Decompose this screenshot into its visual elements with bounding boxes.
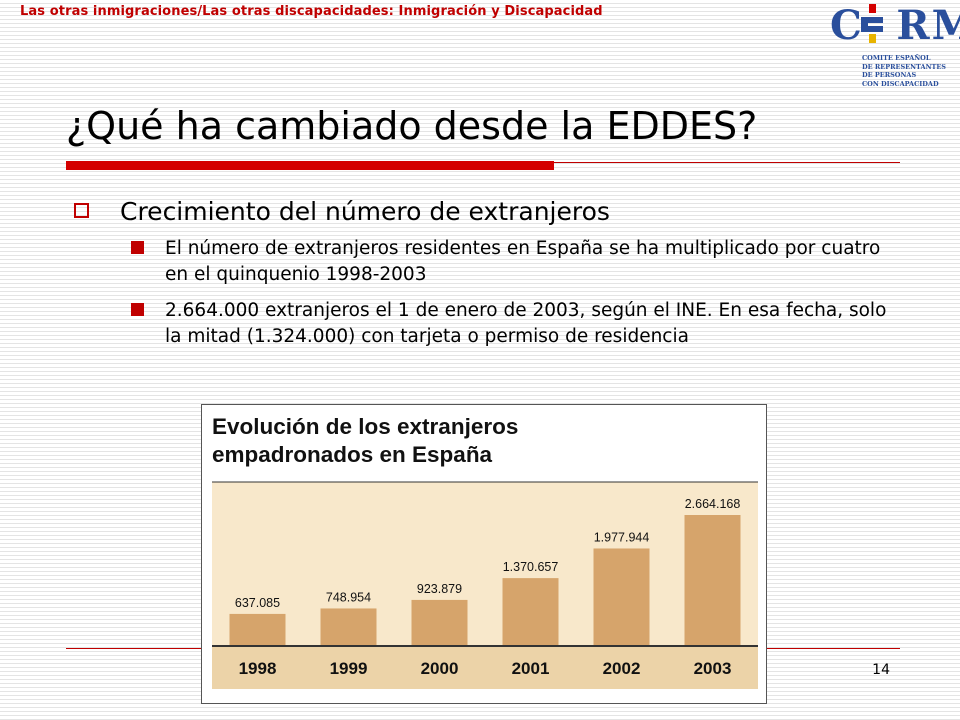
- bar-value-label: 637.085: [235, 596, 280, 610]
- bar-2002: [593, 548, 650, 645]
- bullet-filled-square-icon: [131, 241, 144, 254]
- bar-1998: [229, 613, 286, 645]
- page-number: 14: [872, 662, 890, 678]
- title-underline-line: [554, 162, 900, 163]
- bar-2003: [684, 515, 741, 645]
- x-tick-label: 2000: [421, 659, 459, 678]
- chart-title: Evolución de los extranjeros empadronado…: [212, 414, 519, 467]
- bullet-square-icon: [74, 203, 89, 218]
- title-underline-bar: [66, 161, 554, 170]
- x-tick-label: 2003: [694, 659, 732, 678]
- chart-plot: 637.085 1998 748.954 1999 923.879 2000 1.370.6…: [212, 481, 758, 689]
- sub-bullet-text: El número de extranjeros residentes en E…: [165, 238, 881, 285]
- x-tick-label: 2001: [512, 659, 550, 678]
- logo-subtitle: COMITE ESPAÑOL DE REPRESENTANTES DE PERS…: [862, 54, 946, 88]
- cermi-logo: CERMi COMITE ESPAÑOL DE REPRESENTANTES D…: [826, 2, 960, 92]
- bar-value-label: 748.954: [326, 590, 371, 604]
- x-tick-label: 1998: [239, 659, 277, 678]
- x-tick-label: 2002: [603, 659, 641, 678]
- bar-1999: [320, 608, 377, 645]
- bar-value-label: 1.370.657: [503, 560, 559, 574]
- main-bullet-text: Crecimiento del número de extranjeros: [120, 197, 610, 226]
- plot-background: [212, 482, 758, 645]
- x-axis-band: [212, 647, 758, 689]
- logo-cross-icon: [861, 4, 883, 43]
- bar-value-label: 2.664.168: [685, 497, 741, 511]
- logo-wordmark: CERMi: [830, 2, 960, 49]
- bar-2001: [502, 578, 559, 645]
- bullet-filled-square-icon: [131, 303, 144, 316]
- slide-title: ¿Qué ha cambiado desde la EDDES?: [66, 104, 758, 148]
- sub-bullet-text: 2.664.000 extranjeros el 1 de enero de 2…: [165, 300, 887, 347]
- header-title: Las otras inmigraciones/Las otras discap…: [20, 4, 603, 19]
- x-tick-label: 1999: [330, 659, 368, 678]
- bar-chart: Evolución de los extranjeros empadronado…: [201, 404, 767, 704]
- bar-2000: [411, 599, 468, 645]
- bar-value-label: 923.879: [417, 582, 462, 596]
- bar-value-label: 1.977.944: [594, 530, 650, 544]
